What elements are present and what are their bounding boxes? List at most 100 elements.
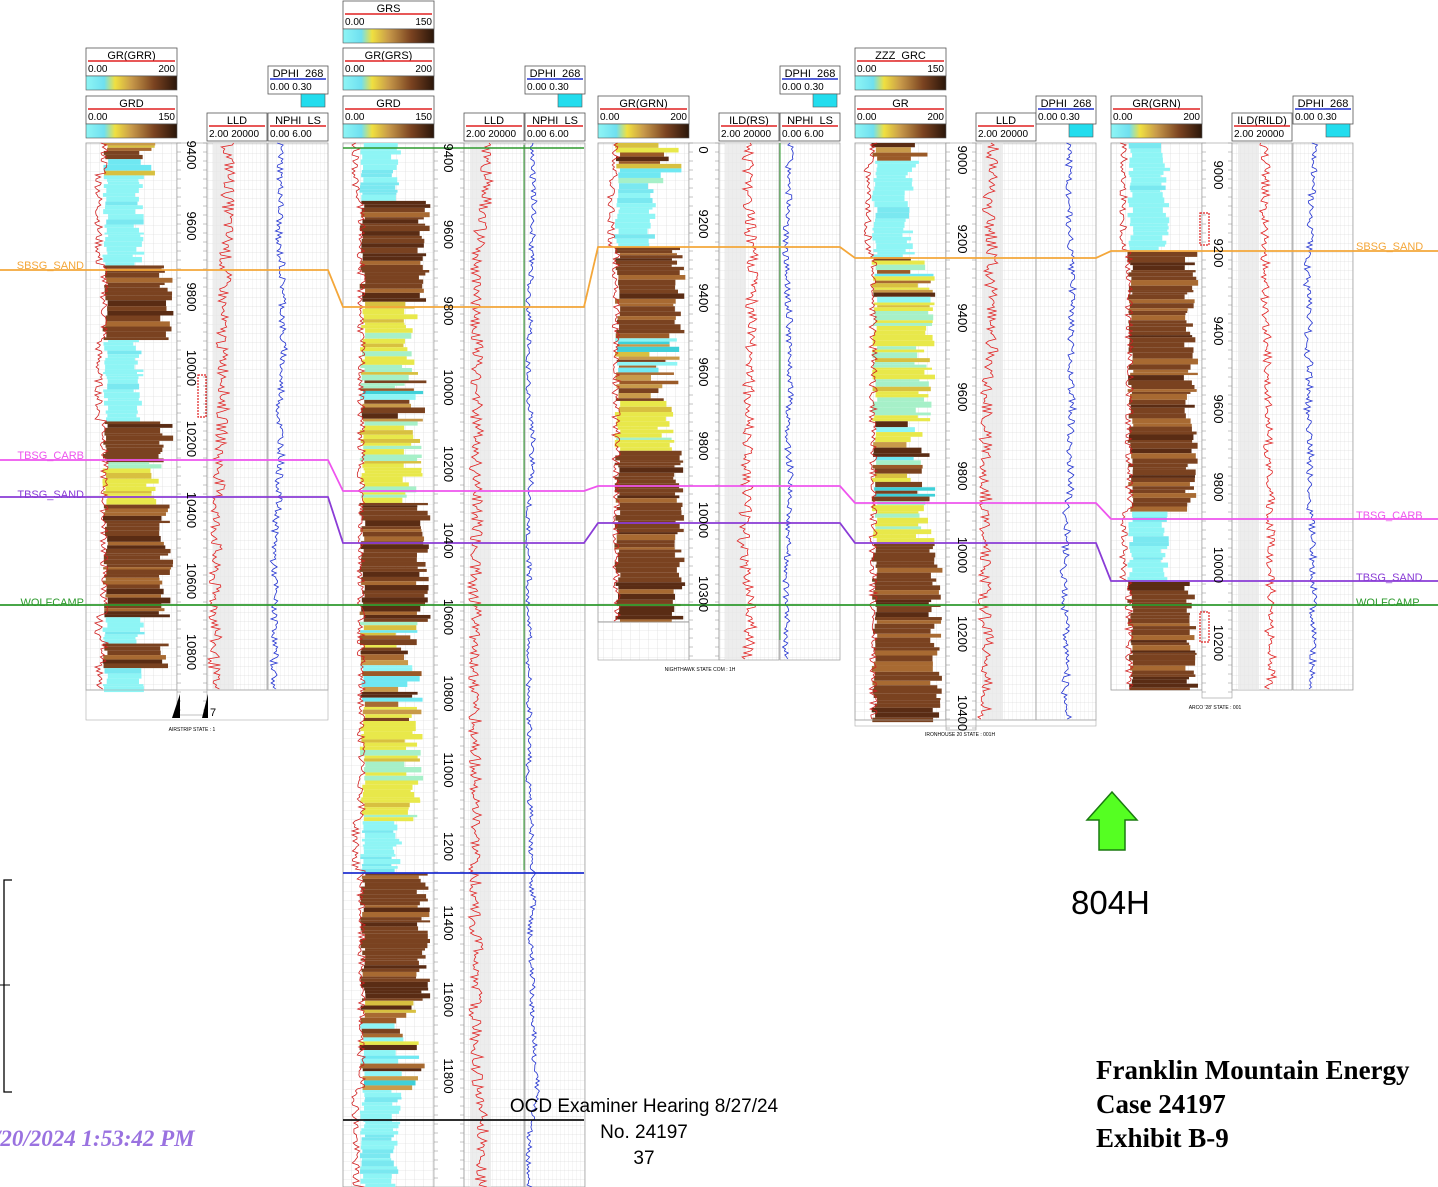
gr-fill-band bbox=[1132, 358, 1199, 365]
gr-fill-band bbox=[1128, 320, 1187, 324]
w4-footer-frame bbox=[854, 719, 1097, 727]
gr-fill-band bbox=[364, 1134, 394, 1138]
header-min: 0.00 bbox=[857, 112, 877, 123]
gr-fill-band bbox=[362, 442, 412, 446]
w2-header-grs: GRS 0.00 150 bbox=[342, 0, 435, 44]
gr-fill-band bbox=[1129, 185, 1166, 191]
gr-fill-band bbox=[874, 617, 942, 621]
w5-res-track-curve bbox=[1258, 142, 1278, 690]
header-cyan-swatch bbox=[557, 93, 583, 108]
gr-fill-band bbox=[362, 950, 423, 956]
header-color-bar bbox=[854, 75, 947, 91]
header-color-bar bbox=[342, 28, 435, 44]
gr-fill-band bbox=[618, 393, 651, 399]
gr-fill-band bbox=[616, 421, 670, 427]
gr-fill-band bbox=[103, 555, 161, 560]
timestamp-stamp: /20/2024 1:53:42 PM bbox=[0, 1126, 195, 1151]
header-title: NPHI_LS bbox=[275, 115, 321, 127]
gr-fill-band bbox=[360, 1178, 392, 1184]
gr-fill-band bbox=[360, 159, 399, 165]
gr-fill-band bbox=[619, 311, 681, 317]
gr-fill-band bbox=[1127, 599, 1187, 603]
gr-fill-band bbox=[104, 427, 161, 434]
gr-fill-band bbox=[364, 1099, 398, 1103]
gr-fill-band bbox=[102, 454, 159, 459]
gr-fill-band bbox=[1133, 167, 1170, 171]
w4-header-gr: GR 0.00 200 bbox=[854, 95, 947, 139]
header-color-bar bbox=[85, 75, 178, 91]
gr-fill-band bbox=[875, 381, 929, 387]
gr-fill-band bbox=[873, 302, 935, 306]
gr-fill-band bbox=[871, 195, 905, 202]
gr-fill-band bbox=[360, 1005, 412, 1010]
gr-fill-band bbox=[359, 621, 418, 626]
gr-fill-band bbox=[1128, 463, 1188, 468]
gr-fill-band bbox=[362, 844, 397, 847]
gr-fill-band bbox=[1133, 231, 1169, 236]
formation-label-wolfcamp-right: WOLFCAMP bbox=[1356, 597, 1420, 609]
header-title: DPHI_268 bbox=[273, 68, 324, 80]
w3-depth-label: 9400 bbox=[696, 284, 711, 313]
w5-well-name: ARCO '28' STATE : 001 bbox=[1189, 705, 1242, 711]
gr-fill-band bbox=[615, 498, 677, 503]
gr-fill-band bbox=[1130, 182, 1162, 186]
gr-fill-band bbox=[1132, 207, 1163, 213]
gr-fill-band bbox=[877, 305, 930, 308]
gr-fill-band bbox=[103, 655, 166, 660]
formation-label-tbsg-sand: TBSG_SAND bbox=[17, 489, 84, 501]
gr-fill-band bbox=[104, 433, 163, 436]
gr-fill-band bbox=[616, 238, 649, 244]
gr-fill-band bbox=[617, 316, 676, 320]
gr-fill-band bbox=[876, 175, 906, 179]
gr-fill-band bbox=[106, 564, 173, 568]
gr-fill-band bbox=[618, 520, 676, 523]
gr-fill-band bbox=[107, 251, 145, 255]
header-title: DPHI_268 bbox=[530, 68, 581, 80]
gr-fill-band bbox=[615, 143, 659, 148]
gr-fill-band bbox=[1129, 559, 1161, 563]
gr-fill-band bbox=[362, 830, 394, 833]
header-min: 0.00 bbox=[88, 112, 108, 123]
w2-res-track-curve bbox=[466, 142, 495, 1187]
header-title: DPHI_268 bbox=[1298, 98, 1349, 110]
w2-res-track bbox=[463, 142, 525, 1187]
w4-depth-label: 9800 bbox=[955, 462, 970, 491]
gr-fill-band bbox=[107, 464, 162, 469]
gr-fill-band bbox=[364, 536, 425, 542]
gr-fill-band bbox=[362, 1149, 394, 1154]
gr-fill-band bbox=[105, 236, 144, 242]
gr-fill-band bbox=[364, 933, 428, 939]
w4-depth-label: 9600 bbox=[955, 383, 970, 412]
depth-track-frame bbox=[688, 142, 720, 661]
w2-depth-label: 10000 bbox=[441, 369, 456, 405]
gr-fill-band bbox=[876, 572, 931, 579]
gr-fill-band bbox=[874, 487, 936, 491]
formation-label-tbsg-carb-right: TBSG_CARB bbox=[1356, 510, 1423, 522]
gr-fill-band bbox=[877, 156, 911, 161]
gr-fill-band bbox=[361, 930, 428, 934]
gr-fill-band bbox=[103, 504, 170, 509]
w4-depth-label: 10000 bbox=[955, 537, 970, 573]
gr-fill-band bbox=[1130, 615, 1190, 619]
gr-fill-band bbox=[361, 739, 405, 743]
gr-fill-band bbox=[1132, 652, 1197, 655]
gr-fill-band bbox=[619, 502, 683, 508]
gr-fill-band bbox=[363, 467, 422, 471]
w3-header-ild: ILD(RS) 2.00 20000 bbox=[718, 112, 780, 142]
w1-depth-label: 10800 bbox=[184, 634, 199, 670]
gr-fill-band bbox=[363, 717, 409, 722]
gr-fill-band bbox=[361, 359, 415, 365]
gr-fill-band bbox=[363, 143, 398, 149]
gr-fill-band bbox=[362, 864, 392, 867]
gr-fill-band bbox=[617, 532, 678, 535]
gr-fill-band bbox=[877, 296, 931, 303]
header-color-bar bbox=[342, 75, 435, 91]
header-scale: 0.00 0.30 bbox=[1295, 112, 1337, 123]
gr-fill-band bbox=[361, 733, 423, 740]
gr-fill-band bbox=[365, 955, 426, 959]
gr-fill-band bbox=[1128, 482, 1190, 487]
gr-fill-band bbox=[617, 426, 658, 430]
gr-fill-band bbox=[618, 228, 648, 235]
gr-fill-band bbox=[365, 520, 421, 527]
gr-fill-band bbox=[620, 400, 667, 407]
